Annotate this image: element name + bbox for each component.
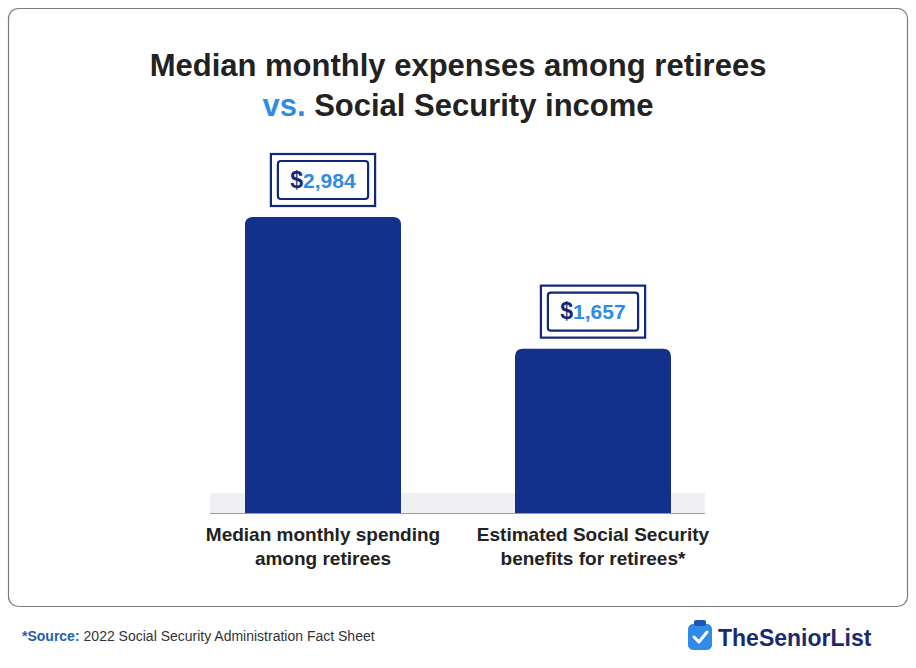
data-label-symbol: $ xyxy=(560,298,573,324)
data-label-symbol: $ xyxy=(290,167,303,193)
data-label-number: 2,984 xyxy=(303,169,356,192)
logo-text: TheSeniorList xyxy=(718,625,872,651)
subtitle-accent: vs. xyxy=(262,88,305,123)
bar xyxy=(515,349,671,513)
source-note: *Source:2022 Social Security Administrat… xyxy=(22,628,375,644)
label-badge-outer xyxy=(271,154,375,206)
data-label: $2,984 xyxy=(290,167,356,193)
source-label: *Source: xyxy=(22,628,80,644)
baseline xyxy=(210,513,705,514)
category-label-line: among retirees xyxy=(255,548,391,569)
labels: $2,984 Median monthly spending among retir… xyxy=(206,154,710,569)
logo-icon xyxy=(688,624,712,650)
label-badge-inner xyxy=(548,293,638,331)
card-frame xyxy=(9,9,908,607)
chart-svg: Median monthly expenses among retirees vs… xyxy=(0,0,916,668)
category-label-line: benefits for retirees* xyxy=(501,548,686,569)
subtitle-rest: Social Security income xyxy=(306,88,654,123)
bar xyxy=(245,217,401,513)
category-label-line: Estimated Social Security xyxy=(477,524,710,545)
bars xyxy=(245,217,671,513)
category-label: Estimated Social Security benefits for re… xyxy=(477,524,710,569)
subtitle: vs. Social Security income xyxy=(262,88,653,123)
label-badge-inner xyxy=(278,161,368,199)
data-label-number: 1,657 xyxy=(573,300,626,323)
logo-icon-clip xyxy=(694,620,706,626)
label-badge-outer xyxy=(541,286,645,338)
logo-icon-check xyxy=(694,632,707,642)
logo: TheSeniorList xyxy=(688,620,872,651)
title: Median monthly expenses among retirees xyxy=(150,48,767,83)
chart-root: Median monthly expenses among retirees vs… xyxy=(0,0,916,668)
category-label: Median monthly spending among retirees xyxy=(206,524,440,569)
source-text: 2022 Social Security Administration Fact… xyxy=(84,628,375,644)
category-label-line: Median monthly spending xyxy=(206,524,440,545)
data-label: $1,657 xyxy=(560,298,625,324)
